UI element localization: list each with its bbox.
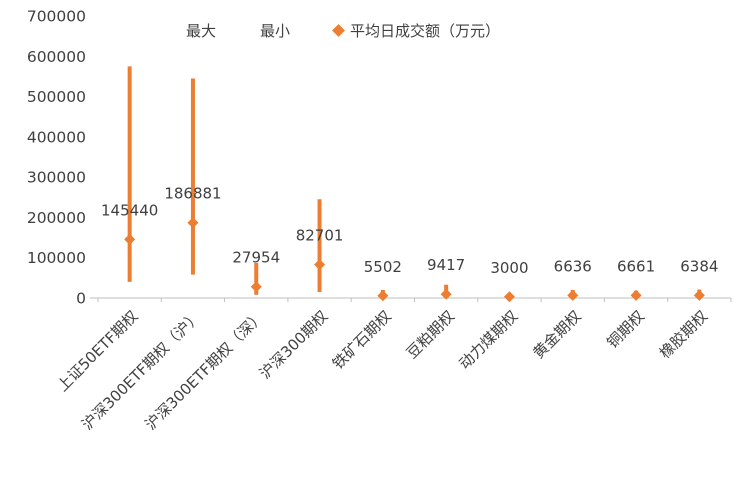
data-label: 5502 bbox=[364, 258, 402, 276]
average-diamond-marker bbox=[250, 281, 262, 293]
data-label: 6384 bbox=[680, 257, 718, 275]
data-label: 3000 bbox=[490, 259, 528, 277]
y-axis-tick-label: 500000 bbox=[27, 88, 86, 106]
y-axis-tick-label: 400000 bbox=[27, 128, 86, 146]
data-label: 82701 bbox=[296, 227, 344, 245]
y-axis-tick-label: 600000 bbox=[27, 48, 86, 66]
x-category-label: 动力煤期权 bbox=[456, 307, 522, 373]
data-label: 9417 bbox=[427, 256, 465, 274]
legend-item-min-label: 最小 bbox=[260, 22, 291, 40]
x-category-label: 铁矿石期权 bbox=[329, 307, 395, 373]
y-axis-tick-label: 100000 bbox=[27, 249, 86, 267]
average-diamond-marker bbox=[503, 291, 515, 303]
legend-item-max-label: 最大 bbox=[186, 22, 217, 40]
data-label: 145440 bbox=[101, 201, 158, 219]
legend-item-max[interactable]: 最大 bbox=[186, 20, 216, 41]
y-axis-tick-label: 0 bbox=[76, 290, 86, 308]
average-diamond-marker bbox=[693, 289, 705, 301]
average-diamond-marker bbox=[630, 289, 642, 301]
chart-legend: 最大 最小 平均日成交额（万元） bbox=[186, 20, 500, 41]
x-category-label: 橡胶期权 bbox=[656, 307, 711, 362]
average-diamond-marker bbox=[567, 289, 579, 301]
legend-item-min[interactable]: 最小 bbox=[260, 20, 290, 41]
x-category-label: 沪深300期权 bbox=[256, 307, 331, 382]
average-diamond-marker bbox=[124, 233, 136, 245]
average-diamond-marker bbox=[314, 259, 326, 271]
data-label: 6636 bbox=[554, 257, 592, 275]
y-axis-tick-label: 700000 bbox=[27, 8, 86, 26]
data-label: 186881 bbox=[164, 185, 221, 203]
average-diamond-marker bbox=[187, 217, 199, 229]
x-category-label: 豆粕期权 bbox=[403, 307, 458, 362]
x-category-label: 沪深300ETF期权（沪） bbox=[78, 307, 205, 434]
data-label: 6661 bbox=[617, 257, 655, 275]
data-label: 27954 bbox=[232, 249, 280, 267]
diamond-marker-icon bbox=[332, 24, 345, 37]
y-axis-tick-label: 300000 bbox=[27, 169, 86, 187]
legend-item-average[interactable]: 平均日成交额（万元） bbox=[332, 20, 501, 41]
y-axis-tick-label: 200000 bbox=[27, 209, 86, 227]
average-diamond-marker bbox=[440, 288, 452, 300]
average-diamond-marker bbox=[377, 290, 389, 302]
x-category-label: 铜期权 bbox=[603, 307, 648, 352]
x-category-label: 沪深300ETF期权（深） bbox=[142, 307, 269, 434]
legend-item-average-label: 平均日成交额（万元） bbox=[350, 22, 501, 40]
x-category-label: 黄金期权 bbox=[529, 307, 584, 362]
